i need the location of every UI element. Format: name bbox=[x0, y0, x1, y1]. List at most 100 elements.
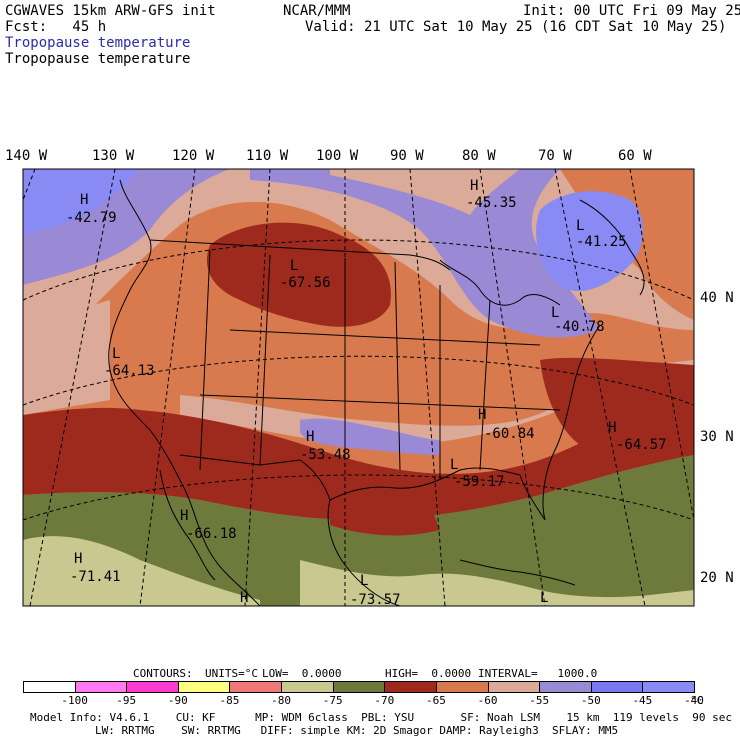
legend-tick-label: -85 bbox=[219, 694, 240, 707]
field-title-colored: Tropopause temperature bbox=[5, 35, 191, 51]
model-info-line2: LW: RRTMG SW: RRTMG DIFF: simple KM: 2D … bbox=[95, 724, 619, 737]
maritimes bbox=[579, 199, 645, 296]
contours-high: HIGH= 0.0000 bbox=[385, 667, 472, 680]
lon-label: 120 W bbox=[172, 148, 215, 164]
west-coast bbox=[108, 179, 261, 606]
legend-swatch bbox=[590, 681, 644, 693]
extremum-value: -73.57 bbox=[350, 592, 401, 608]
legend-tick-label: -45 bbox=[632, 694, 653, 707]
meridian-140w bbox=[23, 169, 36, 201]
parallel-40n bbox=[23, 239, 694, 301]
lon-label: 140 W bbox=[5, 148, 48, 164]
legend-swatch bbox=[177, 681, 231, 693]
meridian-70w bbox=[554, 169, 646, 606]
extrema-labels: H -42.79 H -45.35 L -41.25 L -67.56 L -6… bbox=[66, 178, 667, 608]
extremum-type: H bbox=[608, 420, 616, 436]
shade-pink-pacific bbox=[23, 300, 110, 415]
legend-tick-label: -80 bbox=[271, 694, 291, 707]
map-frame bbox=[22, 168, 695, 607]
graticule bbox=[23, 169, 694, 606]
lat-label: 40 N bbox=[700, 290, 734, 306]
legend-swatch bbox=[384, 681, 437, 693]
legend-tick-label: -95 bbox=[116, 694, 137, 707]
extremum-value: -45.35 bbox=[466, 195, 517, 211]
extremum-value: -59.17 bbox=[454, 474, 505, 490]
parallel-30n bbox=[23, 355, 694, 406]
forecast-hour: Fcst: 45 h bbox=[5, 19, 107, 35]
border-us-mexico bbox=[179, 454, 331, 501]
legend-tick-label: -60 bbox=[477, 694, 498, 707]
lon-label: 60 W bbox=[618, 148, 652, 164]
legend-swatch bbox=[487, 681, 541, 693]
extremum-value: -60.84 bbox=[484, 426, 535, 442]
meridian-110w bbox=[244, 169, 271, 606]
shade-purple-texas bbox=[300, 418, 440, 455]
shade-pink-canada bbox=[330, 169, 520, 215]
extremum-value: -71.41 bbox=[70, 569, 121, 585]
extremum-value: -42.79 bbox=[66, 210, 117, 226]
legend-tick-label: -75 bbox=[322, 694, 343, 707]
extremum-value: -64.57 bbox=[616, 437, 667, 453]
latitude-labels: 40 N 30 N 20 N bbox=[700, 290, 734, 586]
state-lines bbox=[199, 249, 561, 480]
shade-tan-caribbean bbox=[300, 560, 694, 606]
legend-swatch bbox=[74, 681, 128, 693]
init-time: Init: 00 UTC Fri 09 May 25 bbox=[523, 3, 740, 19]
extremum-value: -53.48 bbox=[300, 447, 351, 463]
valid-time: Valid: 21 UTC Sat 10 May 25 (16 CDT Sat … bbox=[305, 19, 727, 35]
shade-darkred-atlantic bbox=[540, 357, 694, 445]
legend-swatch bbox=[435, 681, 489, 693]
legend-swatch bbox=[126, 681, 179, 693]
extremum-type: L bbox=[290, 258, 298, 274]
contours-interval: INTERVAL= 1000.0 bbox=[478, 667, 598, 680]
lon-label: 110 W bbox=[246, 148, 289, 164]
legend-unit: °C bbox=[690, 694, 704, 707]
extremum-type: H bbox=[180, 508, 188, 524]
legend-swatch bbox=[332, 681, 386, 693]
legend-tick-label: -90 bbox=[167, 694, 188, 707]
temperature-field bbox=[23, 169, 694, 606]
gulf-coast bbox=[329, 467, 521, 501]
shade-tan-pacific bbox=[23, 536, 260, 606]
legend-swatch bbox=[642, 681, 695, 693]
extremum-type: H bbox=[306, 429, 314, 445]
lon-label: 90 W bbox=[390, 148, 424, 164]
legend-tick-label: -55 bbox=[529, 694, 550, 707]
border-us-canada bbox=[149, 239, 451, 271]
shade-blue-nw bbox=[23, 169, 140, 235]
extremum-type: H bbox=[470, 178, 478, 194]
east-coast bbox=[519, 324, 601, 521]
mexico-gulf-coast bbox=[327, 499, 401, 606]
extremum-type: L bbox=[450, 457, 458, 473]
shade-purple-ne bbox=[250, 169, 600, 338]
legend-swatch bbox=[229, 681, 283, 693]
contours-label: CONTOURS: bbox=[133, 667, 193, 680]
legend-swatch bbox=[539, 681, 592, 693]
longitude-labels: 140 W 130 W 120 W 110 W 100 W 90 W 80 W … bbox=[5, 148, 652, 164]
contours-units: UNITS=°C bbox=[205, 667, 258, 680]
parallel-20n bbox=[23, 474, 694, 521]
lon-label: 70 W bbox=[538, 148, 572, 164]
shade-blue-newengland bbox=[536, 191, 644, 292]
extremum-type: L bbox=[112, 346, 120, 362]
legend-tick-label: -70 bbox=[374, 694, 395, 707]
coastlines bbox=[108, 179, 645, 606]
extremum-type: L bbox=[540, 590, 548, 606]
extremum-type: H bbox=[80, 192, 88, 208]
legend-swatch bbox=[281, 681, 334, 693]
great-lakes bbox=[439, 259, 561, 306]
shade-darkred-gulf bbox=[330, 500, 440, 536]
lon-label: 100 W bbox=[316, 148, 359, 164]
field-title: Tropopause temperature bbox=[5, 51, 191, 67]
lon-label: 130 W bbox=[92, 148, 135, 164]
baja-gulf bbox=[159, 469, 216, 581]
extremum-type: H bbox=[74, 551, 82, 567]
meridian-60w bbox=[629, 169, 694, 521]
extremum-type: H bbox=[240, 590, 248, 606]
model-title: CGWAVES 15km ARW-GFS init bbox=[5, 3, 216, 19]
legend-swatch bbox=[23, 681, 76, 693]
extremum-type: L bbox=[360, 573, 368, 589]
extremum-value: -66.18 bbox=[186, 526, 237, 542]
institution-label: NCAR/MMM bbox=[283, 3, 351, 19]
